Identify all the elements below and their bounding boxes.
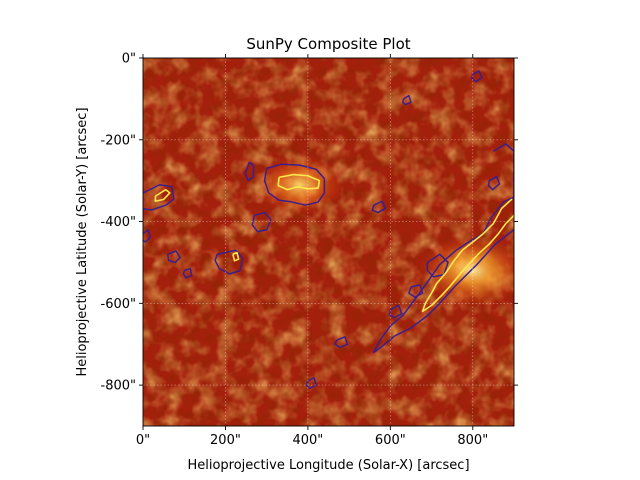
contour-outer xyxy=(166,250,181,264)
chart-title: SunPy Composite Plot xyxy=(246,35,410,53)
plot-area xyxy=(143,58,514,426)
contour-outer xyxy=(371,200,387,214)
contour-outer xyxy=(244,161,255,182)
plot-frame xyxy=(142,57,515,427)
contour-outer xyxy=(263,163,326,206)
contour-outer xyxy=(408,284,424,298)
y-tick-label: 0" xyxy=(122,52,136,67)
contour-outer xyxy=(334,336,349,349)
x-tick-label: 600" xyxy=(375,433,406,448)
contour-inner xyxy=(421,198,514,313)
y-tick-label: -800" xyxy=(101,379,136,394)
contour-outer xyxy=(143,228,152,243)
y-tick-label: -200" xyxy=(101,133,136,148)
contour-outer xyxy=(214,249,244,275)
contour-outer xyxy=(182,267,193,279)
axis-ticks: 0" 200" 400" 600" 800" 0" -200" -400" -600" -800" xyxy=(101,52,518,448)
contour-outer xyxy=(401,94,412,106)
contour-overlays xyxy=(143,70,514,390)
y-tick-label: -600" xyxy=(101,297,136,312)
x-tick-label: 800" xyxy=(457,433,488,448)
bright-region xyxy=(418,234,514,307)
contour-outer xyxy=(305,377,317,390)
coordinate-grid xyxy=(143,58,514,426)
x-tick-label: 400" xyxy=(292,433,323,448)
contour-inner xyxy=(277,173,321,191)
contour-outer xyxy=(471,70,483,83)
x-axis-label: Helioprojective Longitude (Solar-X) [arc… xyxy=(187,458,469,473)
bright-region xyxy=(254,154,345,215)
contour-inner xyxy=(232,251,240,262)
contour-inner xyxy=(154,188,171,202)
contour-outer xyxy=(388,304,403,319)
contour-outer xyxy=(373,143,514,354)
y-axis-label: Helioprojective Latitude (Solar-Y) [arcs… xyxy=(75,107,90,376)
contour-outer xyxy=(143,184,175,211)
y-tick-label: -400" xyxy=(101,215,136,230)
contour-outer xyxy=(251,211,272,233)
contour-outer xyxy=(487,175,501,191)
x-tick-label: 200" xyxy=(210,433,241,448)
x-tick-label: 0" xyxy=(136,433,150,448)
